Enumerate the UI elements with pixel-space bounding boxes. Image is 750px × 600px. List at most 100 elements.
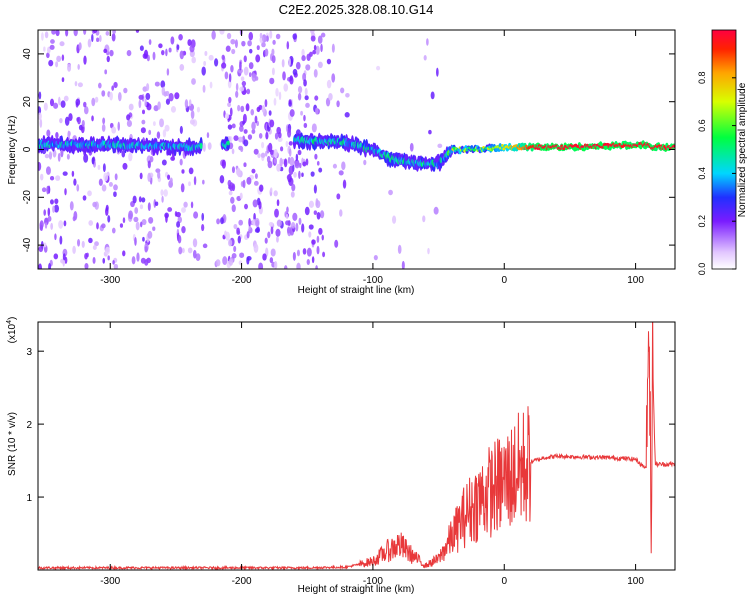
- spectrogram-noise-cell: [192, 238, 198, 248]
- spectrogram-noise-cell: [148, 216, 154, 224]
- spectrogram-noise-cell: [254, 228, 260, 233]
- spectrogram-noise-cell: [38, 112, 42, 121]
- spectrogram-noise-cell: [117, 91, 122, 102]
- spectrogram-noise-cell: [332, 163, 337, 169]
- spectrogram-noise-cell: [83, 55, 87, 65]
- spectrogram-noise-cell: [170, 36, 175, 45]
- spectrogram-noise-cell: [265, 35, 269, 42]
- spectrogram-noise-cell: [105, 204, 109, 212]
- spectrogram-noise-cell: [277, 136, 283, 143]
- spectrogram-noise-cell: [235, 83, 239, 92]
- spectrogram-noise-cell: [288, 148, 292, 157]
- spectrogram-signal-cell: [226, 140, 230, 146]
- spectrogram-noise-cell: [202, 179, 205, 185]
- spectrogram-noise-cell: [259, 32, 263, 39]
- spectrogram-noise-cell: [43, 209, 46, 216]
- spectrogram-noise-cell: [288, 99, 292, 105]
- spectrogram-noise-cell: [178, 34, 183, 41]
- spectrogram-noise-cell: [91, 33, 94, 43]
- spectrogram-noise-cell: [83, 106, 89, 115]
- spectrogram-noise-cell: [289, 76, 294, 85]
- spectrogram-noise-cell: [61, 54, 65, 61]
- spectrogram-noise-cell: [132, 195, 137, 204]
- spectrogram-noise-cell: [248, 218, 251, 227]
- spectrogram-noise-cell: [38, 161, 42, 171]
- spectrogram-noise-cell: [276, 236, 279, 243]
- spectrogram-noise-cell: [267, 231, 271, 239]
- spectrogram-noise-cell: [62, 171, 68, 176]
- spectrogram-noise-cell: [77, 116, 81, 125]
- spectrogram-noise-cell: [128, 103, 134, 111]
- spectrogram-noise-cell: [48, 59, 54, 67]
- spectrogram-noise-cell: [262, 253, 267, 261]
- spectrogram-noise-cell: [258, 184, 264, 192]
- spectrogram-noise-cell: [195, 253, 201, 262]
- spectrogram-noise-cell: [103, 172, 109, 182]
- spectrogram-noise-cell: [244, 203, 248, 210]
- spectrogram-noise-cell: [55, 131, 59, 139]
- spectrogram-noise-cell: [231, 166, 236, 174]
- spectrogram-noise-cell: [47, 207, 51, 217]
- spectrogram-noise-cell: [113, 191, 117, 198]
- spectrogram-noise-cell: [163, 189, 168, 197]
- spectrogram-noise-cell: [160, 80, 166, 89]
- snr-multiplier-exp: 4: [6, 320, 13, 324]
- spectrogram-noise-cell: [336, 193, 341, 200]
- spectrogram-noise-cell: [176, 221, 181, 228]
- spectrogram-noise-cell: [181, 247, 185, 254]
- spectrogram-noise-cell: [139, 221, 143, 228]
- spectrogram-noise-cell: [328, 93, 333, 101]
- spectrogram-noise-cell: [240, 146, 244, 153]
- spectrogram-noise-cell: [288, 141, 293, 146]
- spectrogram-noise-cell: [43, 46, 46, 52]
- spectrogram-noise-cell: [274, 208, 279, 218]
- spectrogram-noise-cell: [297, 149, 302, 156]
- spectrogram-ylabel: Frequency (Hz): [7, 116, 18, 185]
- spectrogram-noise-cell: [287, 128, 291, 133]
- spectrogram-noise-cell: [91, 115, 94, 122]
- spectrogram-noise-cell: [189, 119, 195, 125]
- spectrogram-noise-cell: [310, 35, 316, 42]
- spectrogram-noise-cell: [135, 30, 140, 33]
- spectrogram-noise-cell: [305, 102, 310, 108]
- spectrogram-noise-cell: [391, 215, 397, 224]
- colorbar-tick-label: 0.4: [697, 167, 707, 180]
- spectrogram-noise-cell: [51, 30, 56, 35]
- spectrogram-noise-cell: [303, 79, 307, 87]
- spectrogram-noise-cell: [286, 174, 291, 180]
- spectrogram-noise-cell: [131, 256, 136, 265]
- spectrogram-noise-cell: [231, 253, 237, 259]
- spectrogram-noise-cell: [55, 30, 60, 37]
- spectrogram-noise-cell: [315, 198, 319, 206]
- spectrogram-noise-cell: [321, 234, 324, 241]
- spectrogram-noise-cell: [112, 30, 116, 35]
- spectrogram-noise-cell: [149, 156, 154, 163]
- spectrogram-noise-cell: [123, 87, 128, 94]
- spectrogram-ytick-label: -40: [22, 237, 33, 252]
- spectrogram-noise-cell: [111, 85, 115, 91]
- spectrogram-noise-cell: [303, 122, 308, 129]
- spectrogram-noise-cell: [38, 91, 42, 100]
- spectrogram-noise-cell: [247, 134, 253, 140]
- spectrogram-noise-cell: [219, 175, 225, 184]
- spectrogram-noise-cell: [201, 223, 205, 232]
- snr-panel: -300 -200 -100 0 100 1 2 3 Height of straight l…: [6, 317, 676, 595]
- spectrogram-noise-cell: [249, 48, 253, 54]
- spectrogram-noise-cell: [258, 262, 264, 269]
- spectrogram-noise-cell: [230, 38, 236, 45]
- spectrogram-noise-cell: [320, 43, 323, 53]
- snr-xtick-label: -300: [100, 576, 120, 587]
- spectrogram-noise-cell: [257, 153, 261, 159]
- spectrogram-noise-cell: [254, 217, 260, 228]
- spectrogram-noise-cell: [254, 173, 258, 180]
- spectrogram-noise-cell: [215, 259, 221, 267]
- spectrogram-noise-cell: [59, 41, 65, 47]
- spectrogram-noise-cell: [106, 55, 110, 63]
- spectrogram-noise-cell: [301, 55, 306, 62]
- spectrogram-noise-cell: [50, 39, 55, 44]
- spectrogram-noise-cell: [81, 240, 85, 248]
- colorbar-ticks: 0.0 0.2 0.4 0.6 0.8: [697, 72, 736, 275]
- spectrogram-noise-cell: [157, 171, 161, 179]
- spectrogram-noise-cell: [101, 123, 106, 132]
- spectrogram-noise-cell: [188, 181, 191, 187]
